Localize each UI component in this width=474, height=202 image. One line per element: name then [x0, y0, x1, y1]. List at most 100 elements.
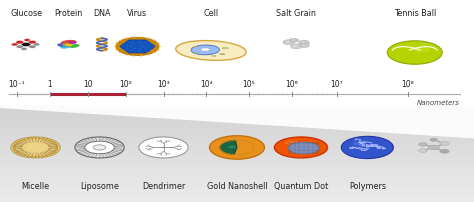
- Circle shape: [16, 41, 24, 44]
- Circle shape: [157, 43, 159, 44]
- Circle shape: [13, 147, 16, 148]
- Ellipse shape: [69, 44, 80, 48]
- Circle shape: [27, 156, 29, 157]
- Circle shape: [11, 137, 60, 158]
- Bar: [0, 176, 474, 178]
- Circle shape: [430, 138, 438, 141]
- Bar: [0, 184, 474, 186]
- Circle shape: [34, 138, 37, 139]
- Text: 10³: 10³: [157, 80, 170, 89]
- Text: Polymers: Polymers: [349, 182, 386, 191]
- Text: Gold Nanoshell: Gold Nanoshell: [207, 182, 267, 191]
- Circle shape: [11, 43, 18, 46]
- Circle shape: [133, 48, 136, 49]
- Text: 10⁵: 10⁵: [243, 80, 255, 89]
- Ellipse shape: [57, 43, 70, 47]
- Circle shape: [153, 52, 155, 53]
- Circle shape: [300, 43, 310, 47]
- Circle shape: [127, 41, 129, 42]
- Ellipse shape: [413, 47, 430, 53]
- Text: 10⁸: 10⁸: [401, 80, 414, 89]
- Circle shape: [150, 49, 153, 50]
- Bar: [0, 191, 474, 192]
- Ellipse shape: [222, 47, 228, 49]
- Bar: [0, 129, 474, 131]
- Bar: [0, 155, 474, 157]
- Bar: [0, 112, 474, 113]
- Circle shape: [122, 43, 125, 44]
- Circle shape: [116, 43, 118, 44]
- Bar: [0, 136, 474, 137]
- Circle shape: [140, 37, 143, 38]
- Circle shape: [292, 39, 294, 40]
- Bar: [0, 120, 474, 121]
- Bar: [0, 175, 474, 176]
- Bar: [0, 118, 474, 120]
- Ellipse shape: [191, 45, 219, 55]
- Ellipse shape: [62, 43, 72, 46]
- Circle shape: [126, 44, 128, 45]
- Bar: [0, 183, 474, 184]
- Circle shape: [139, 44, 142, 45]
- Circle shape: [16, 45, 23, 48]
- Circle shape: [147, 38, 150, 39]
- Circle shape: [24, 39, 30, 41]
- Ellipse shape: [68, 41, 77, 44]
- Bar: [0, 110, 474, 112]
- Bar: [0, 157, 474, 158]
- Text: Glucose: Glucose: [10, 9, 42, 18]
- Circle shape: [291, 44, 302, 49]
- Text: Dendrimer: Dendrimer: [142, 182, 185, 191]
- Circle shape: [146, 51, 148, 52]
- Bar: [0, 115, 474, 116]
- Circle shape: [21, 42, 31, 46]
- Circle shape: [28, 45, 36, 48]
- Ellipse shape: [211, 55, 216, 57]
- Circle shape: [147, 46, 149, 47]
- Circle shape: [153, 40, 155, 41]
- Text: 1: 1: [47, 80, 52, 89]
- Circle shape: [18, 153, 20, 154]
- Circle shape: [45, 155, 47, 156]
- Bar: [0, 162, 474, 163]
- Text: Salt Grain: Salt Grain: [276, 9, 316, 18]
- Circle shape: [93, 145, 106, 150]
- Ellipse shape: [61, 40, 77, 44]
- Circle shape: [162, 147, 165, 148]
- Circle shape: [13, 148, 16, 150]
- Bar: [0, 126, 474, 128]
- Circle shape: [34, 156, 37, 157]
- Text: 10: 10: [83, 80, 92, 89]
- Circle shape: [13, 145, 16, 146]
- Circle shape: [298, 40, 310, 45]
- Circle shape: [55, 148, 58, 150]
- Ellipse shape: [194, 52, 199, 54]
- Bar: [0, 149, 474, 150]
- Bar: [0, 137, 474, 139]
- Ellipse shape: [220, 53, 225, 55]
- Circle shape: [140, 55, 143, 56]
- Bar: [0, 150, 474, 152]
- Text: Quantum Dot: Quantum Dot: [274, 182, 328, 191]
- Bar: [0, 199, 474, 200]
- Bar: [0, 134, 474, 136]
- Bar: [0, 160, 474, 162]
- Circle shape: [139, 48, 142, 49]
- Circle shape: [38, 156, 41, 157]
- Ellipse shape: [353, 141, 366, 146]
- Circle shape: [55, 150, 57, 151]
- Circle shape: [24, 139, 26, 140]
- Circle shape: [301, 41, 304, 43]
- Bar: [0, 154, 474, 155]
- Bar: [0, 116, 474, 118]
- Circle shape: [387, 41, 442, 64]
- Circle shape: [290, 38, 299, 42]
- Text: Protein: Protein: [55, 9, 83, 18]
- Circle shape: [130, 46, 133, 47]
- Bar: [0, 121, 474, 123]
- Circle shape: [428, 145, 439, 150]
- Circle shape: [145, 49, 147, 50]
- Circle shape: [302, 44, 305, 46]
- Circle shape: [125, 38, 128, 39]
- Circle shape: [138, 41, 140, 42]
